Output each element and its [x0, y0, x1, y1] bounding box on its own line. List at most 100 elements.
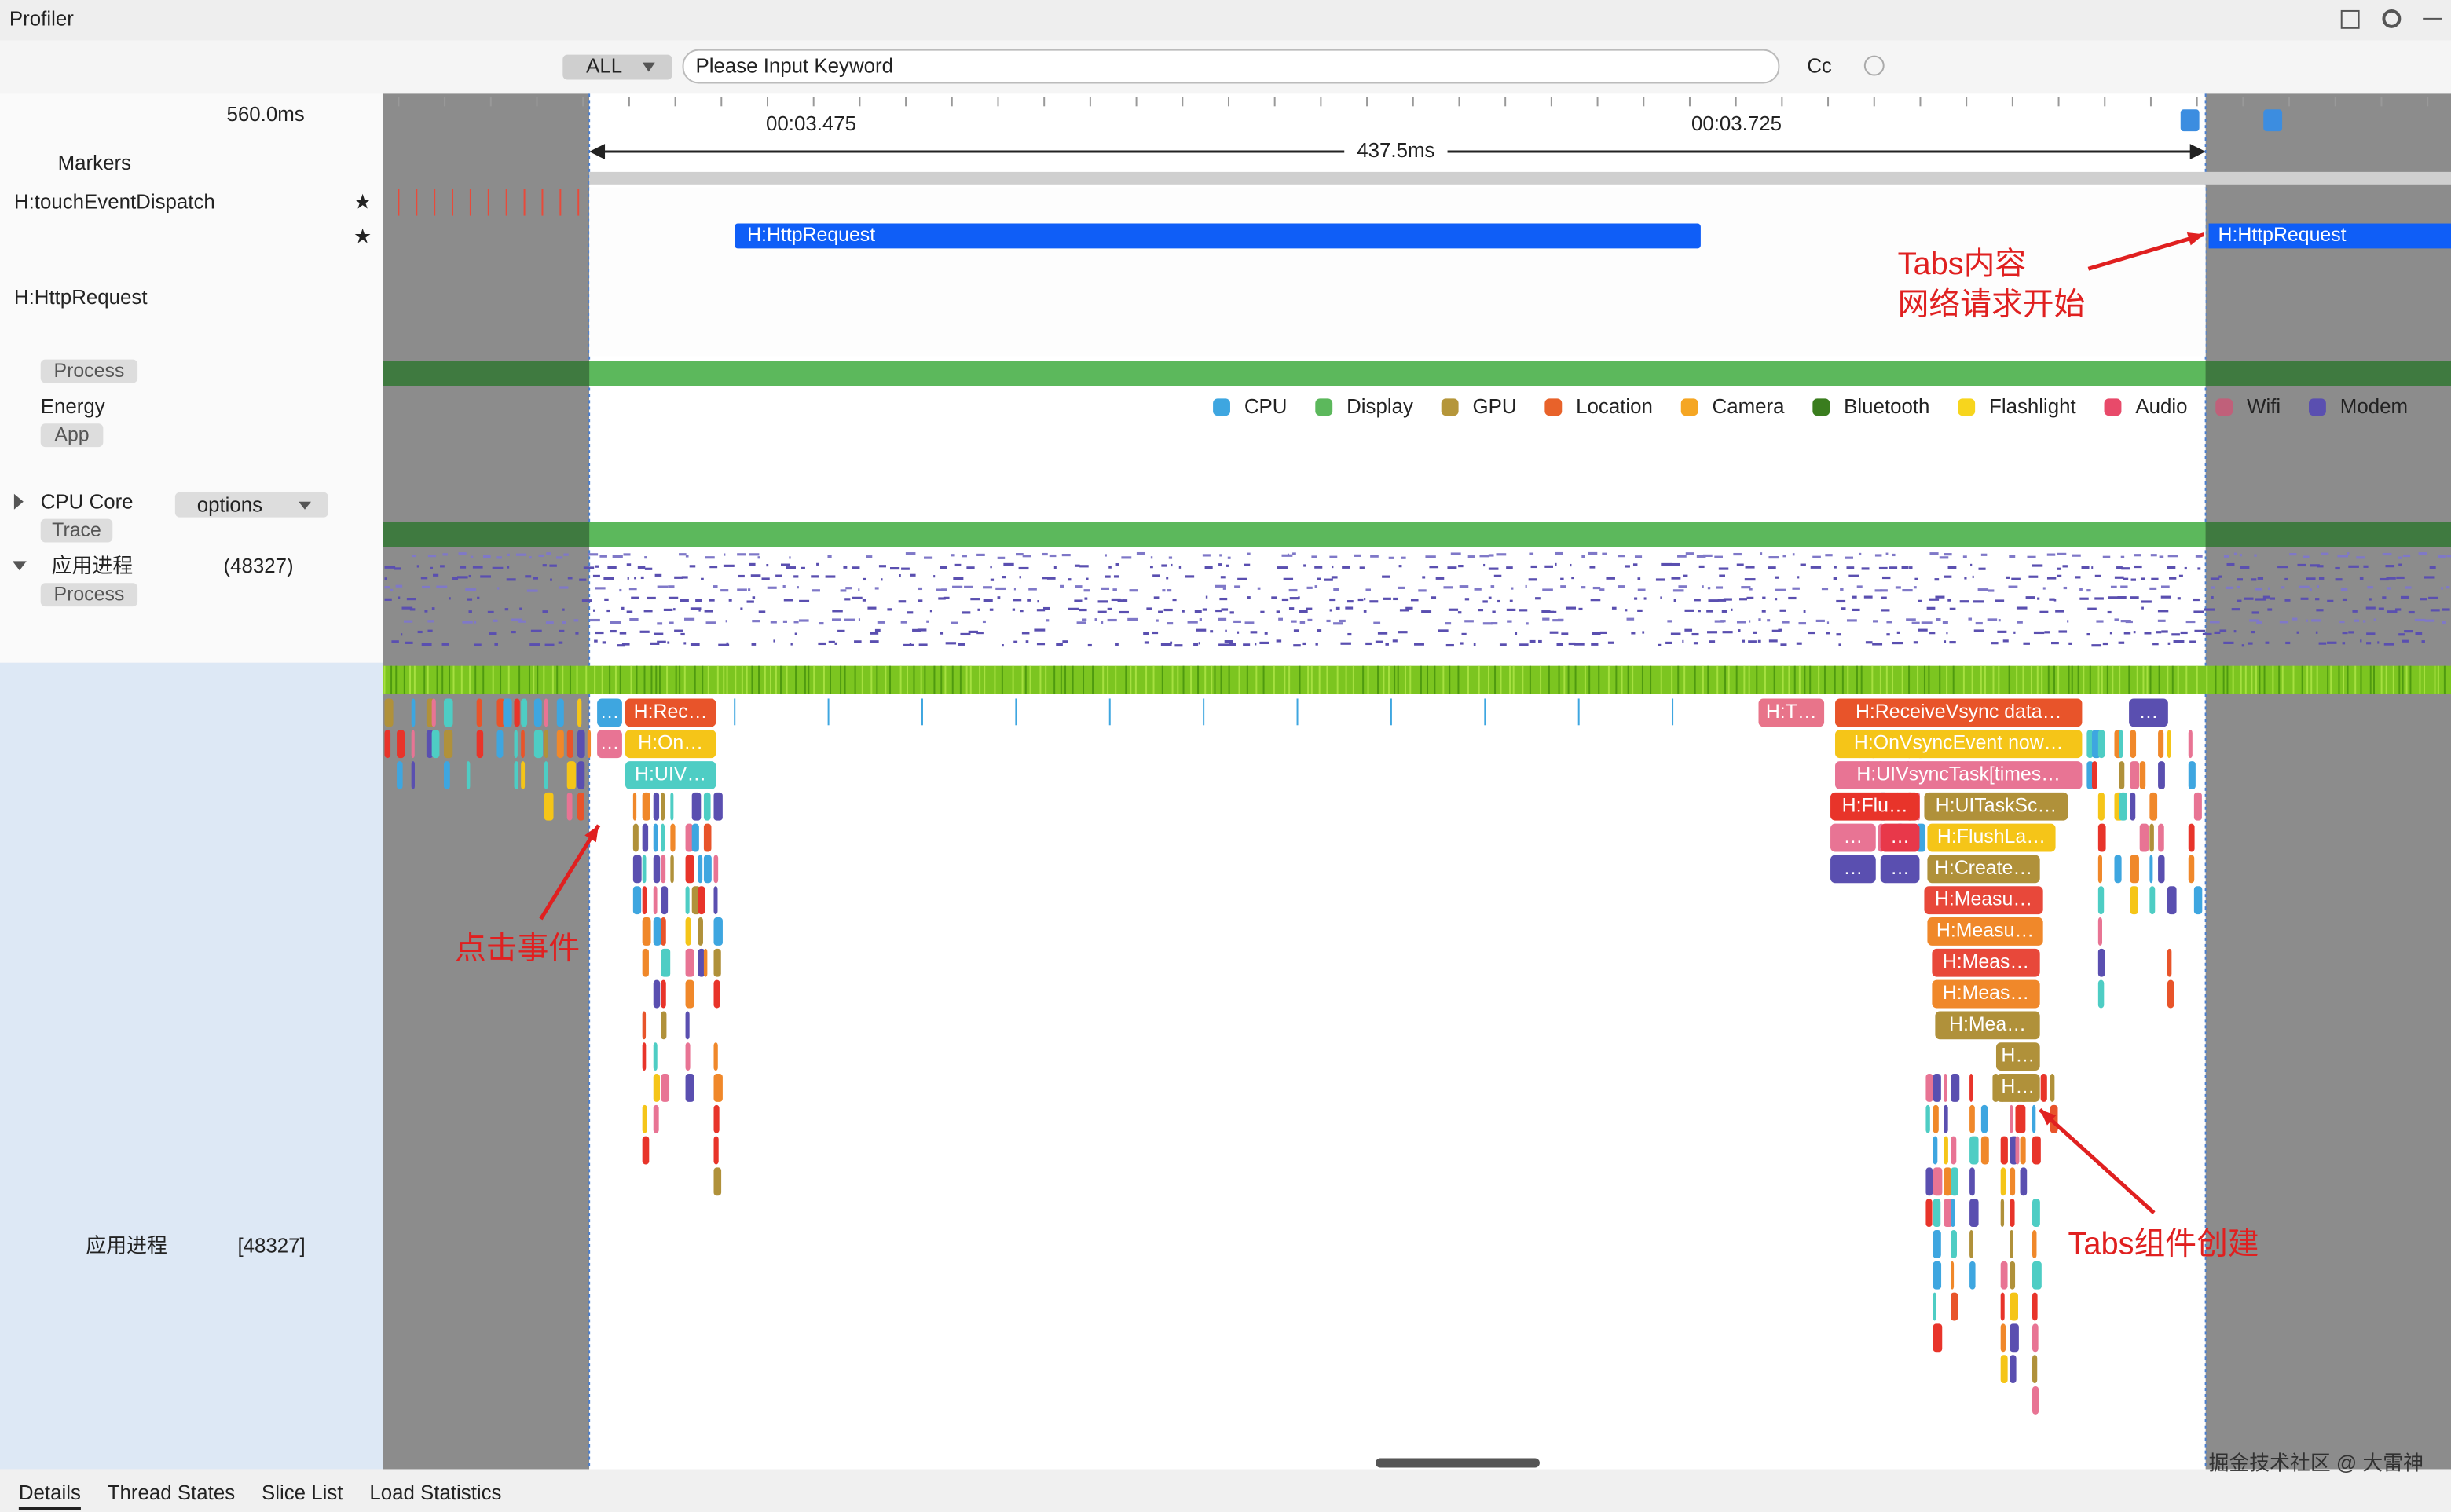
legend-swatch	[1812, 398, 1830, 416]
flame-block	[1969, 1104, 1975, 1133]
flame-block	[642, 1104, 647, 1133]
flame-block	[2010, 1261, 2016, 1290]
zoom-level: 560.0ms	[227, 104, 305, 126]
flame-block	[1925, 1104, 1930, 1133]
http-slice	[735, 223, 1701, 249]
flame-block	[1933, 1261, 1942, 1290]
flame-block	[691, 823, 699, 852]
flame-block	[2097, 979, 2105, 1009]
flame-block	[411, 730, 415, 759]
flame-block	[2010, 1323, 2019, 1353]
flame-block	[521, 730, 525, 759]
flame-block	[703, 948, 708, 977]
flame-block	[2167, 886, 2177, 915]
slice	[1880, 855, 1920, 884]
bottom-tab[interactable]: Slice List	[262, 1482, 343, 1504]
flame-block	[2000, 1136, 2008, 1165]
flame-block	[496, 698, 505, 727]
flame-block	[2097, 855, 2102, 884]
flame-block	[653, 1042, 658, 1071]
bottom-tab[interactable]: Thread States	[108, 1482, 235, 1504]
flame-block	[642, 948, 649, 977]
flame-block	[503, 698, 512, 727]
row-label: CPU Core	[41, 492, 134, 514]
annotation-arrow-head	[2039, 1109, 2057, 1126]
slice	[625, 698, 716, 727]
flame-block	[698, 855, 703, 884]
bottom-tab[interactable]: Load Statistics	[369, 1482, 501, 1504]
flame-block	[642, 855, 647, 884]
flame-block	[577, 761, 585, 789]
flame-block	[533, 698, 542, 727]
flame-block	[713, 886, 718, 915]
scrollbar[interactable]	[1376, 1458, 1540, 1468]
flame-block	[2193, 886, 2203, 915]
legend-label: Audio	[2135, 396, 2187, 418]
flame-block	[642, 1011, 647, 1040]
flame-block	[2010, 1230, 2014, 1258]
flame-block	[1969, 1261, 1976, 1290]
flame-block	[653, 1104, 659, 1133]
slice	[1835, 761, 2083, 789]
legend-label: Display	[1346, 396, 1413, 418]
slice	[1927, 823, 2056, 852]
flame-block	[713, 1074, 723, 1102]
flame-block	[670, 855, 674, 884]
flame-block	[685, 855, 694, 884]
bottom-tab[interactable]: Details	[19, 1482, 81, 1504]
filter-button[interactable]	[562, 54, 672, 80]
flame-block	[556, 730, 564, 759]
flame-block	[2032, 1136, 2041, 1165]
flame-block	[2086, 730, 2094, 759]
slice	[597, 698, 622, 727]
slice	[625, 761, 716, 789]
search-box[interactable]	[682, 49, 1780, 84]
flame-block	[2167, 979, 2174, 1009]
legend-label: Bluetooth	[1844, 396, 1929, 418]
legend-label: Location	[1576, 396, 1653, 418]
options-button[interactable]	[174, 492, 328, 518]
flame-block	[2000, 1261, 2008, 1290]
flame-block	[685, 886, 690, 915]
slice	[625, 730, 716, 759]
flame-block	[1951, 1261, 1955, 1290]
search-placeholder: Please Input Keyword	[695, 55, 893, 77]
annotation-arrow	[539, 824, 601, 921]
flame-block	[661, 792, 665, 821]
flame-block	[1944, 1104, 1948, 1133]
flame-block	[685, 948, 694, 977]
filter-label: ALL	[586, 55, 622, 77]
flame-block	[566, 761, 576, 789]
flame-block	[713, 855, 719, 884]
process-bar	[383, 361, 2451, 386]
slice-label: H:OnVsyncEvent now…	[1854, 732, 2064, 754]
flag	[2263, 109, 2283, 132]
flame-block	[587, 730, 592, 759]
annotation-arrow-head	[584, 825, 599, 843]
row-tag	[40, 423, 104, 448]
slice	[1830, 823, 1876, 852]
flame-block	[685, 1042, 691, 1071]
flame-block	[1951, 1167, 1959, 1196]
thread-label-panel	[0, 662, 383, 1470]
flame-block	[544, 761, 548, 789]
settings-icon[interactable]	[2382, 9, 2402, 28]
flame-block	[653, 979, 661, 1009]
window-button[interactable]	[2340, 9, 2360, 29]
favorite-star: ★	[354, 225, 372, 247]
flame-block	[2119, 730, 2123, 759]
flame-block	[1969, 1199, 1979, 1228]
flame-block	[642, 1136, 650, 1165]
flame-block	[443, 730, 453, 759]
annotation: 点击事件	[455, 931, 580, 965]
flame-block	[713, 979, 720, 1009]
flame-block	[2020, 1136, 2026, 1165]
flame-block	[1925, 1074, 1933, 1102]
flame-block	[2040, 1074, 2047, 1102]
legend-swatch	[1680, 398, 1698, 416]
flame-block	[2000, 1167, 2006, 1196]
history-icon[interactable]	[1863, 55, 1885, 76]
